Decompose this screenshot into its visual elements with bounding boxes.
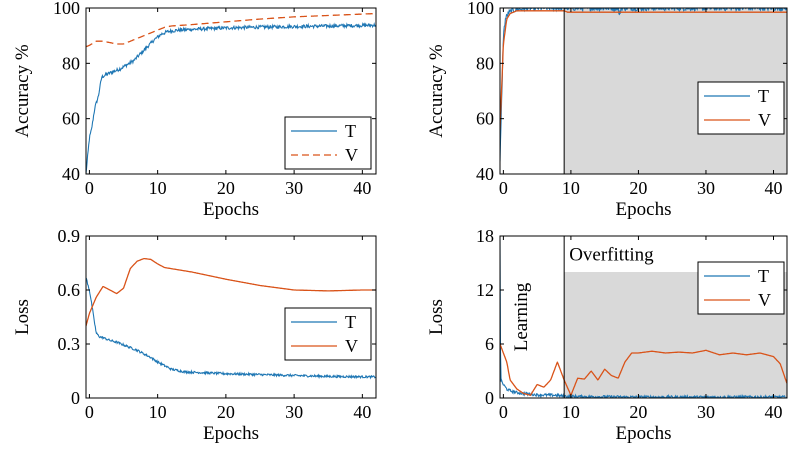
legend-box (697, 261, 785, 315)
x-tick-label: 0 (499, 402, 508, 422)
series-line-T (500, 8, 787, 162)
y-tick-label: 0.9 (58, 226, 81, 246)
series-line-V (500, 10, 787, 130)
y-tick-label: 0.6 (58, 280, 81, 300)
y-axis-label: Accuracy % (12, 44, 33, 138)
legend-label-T: T (758, 266, 769, 286)
legend-label-V: V (758, 290, 771, 310)
y-tick-label: 80 (476, 53, 494, 73)
legend-label-T: T (345, 312, 356, 332)
y-tick-label: 0 (485, 388, 494, 408)
series-line-V (500, 343, 787, 397)
chart-loss-left: 0 10 20 30 40 0 0.3 0.6 0.9 Epochs Loss TV (12, 226, 377, 444)
y-axis-label: Loss (12, 299, 33, 335)
x-tick-label: 40 (764, 402, 782, 422)
chart-acc-right: 0 10 20 30 40 40 60 80 100 Epochs Accuracy % TV (426, 0, 788, 220)
y-tick-label: 40 (62, 164, 80, 184)
x-tick-label: 40 (764, 178, 782, 198)
y-tick-label: 6 (485, 334, 494, 354)
annotation-overfitting: Overfitting (569, 244, 654, 265)
chart-loss-right: 0 10 20 30 40 0 6 12 18 Epochs Loss Learning Overfit… (426, 226, 788, 444)
x-tick-label: 0 (85, 178, 94, 198)
annotation-learning: Learning (511, 282, 532, 351)
x-tick-label: 20 (217, 402, 235, 422)
series-line-V (86, 257, 376, 327)
x-tick-label: 10 (149, 178, 167, 198)
axes-box (499, 7, 788, 175)
y-tick-label: 0 (71, 388, 80, 408)
x-tick-label: 0 (85, 402, 94, 422)
x-axis-label: Epochs (616, 199, 672, 220)
series-line-T (86, 277, 376, 380)
series-line-T (500, 239, 787, 398)
legend-box (284, 116, 372, 170)
x-tick-label: 20 (629, 402, 647, 422)
x-tick-label: 0 (499, 178, 508, 198)
plot-area (500, 8, 787, 162)
y-tick-label: 100 (467, 0, 494, 18)
x-tick-label: 30 (697, 402, 715, 422)
y-tick-label: 0.3 (58, 334, 81, 354)
legend-box (284, 307, 372, 361)
x-tick-label: 40 (353, 178, 371, 198)
axes-box (499, 235, 788, 399)
y-tick-label: 18 (476, 226, 494, 246)
x-axis-label: Epochs (616, 423, 672, 444)
x-tick-label: 40 (353, 402, 371, 422)
x-axis-label: Epochs (203, 199, 259, 220)
y-tick-label: 100 (53, 0, 80, 18)
legend: TV (284, 307, 372, 361)
x-tick-label: 20 (217, 178, 235, 198)
legend: TV (697, 81, 785, 135)
series-line-T (86, 21, 376, 174)
plot-area (86, 257, 376, 380)
series-line-V (86, 12, 376, 48)
x-tick-label: 10 (149, 402, 167, 422)
plot-area (500, 239, 787, 398)
legend-label-T: T (758, 86, 769, 106)
y-tick-label: 12 (476, 280, 494, 300)
x-tick-label: 10 (562, 178, 580, 198)
x-tick-label: 30 (285, 402, 303, 422)
plot-area (86, 12, 376, 174)
legend-box (697, 81, 785, 135)
x-tick-label: 20 (629, 178, 647, 198)
y-tick-label: 80 (62, 53, 80, 73)
axes-box (85, 7, 377, 175)
y-tick-label: 60 (476, 109, 494, 129)
chart-acc-left: 0 10 20 30 40 40 60 80 100 Epochs Accuracy % TV (12, 0, 377, 220)
legend-label-V: V (345, 145, 358, 165)
x-tick-label: 10 (562, 402, 580, 422)
x-tick-label: 30 (285, 178, 303, 198)
legend: TV (697, 261, 785, 315)
x-axis-label: Epochs (203, 423, 259, 444)
legend-label-V: V (758, 110, 771, 130)
y-tick-label: 40 (476, 164, 494, 184)
legend: TV (284, 116, 372, 170)
x-tick-label: 30 (697, 178, 715, 198)
axes-box (85, 235, 377, 399)
y-axis-label: Loss (426, 299, 447, 335)
y-tick-label: 60 (62, 109, 80, 129)
y-axis-label: Accuracy % (426, 44, 447, 138)
legend-label-V: V (345, 336, 358, 356)
legend-label-T: T (345, 121, 356, 141)
